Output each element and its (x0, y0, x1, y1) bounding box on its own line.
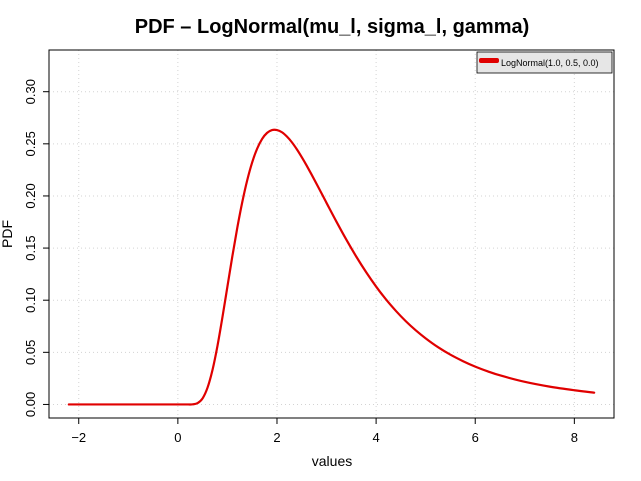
x-axis-label: values (312, 453, 352, 469)
y-axis-label: PDF (0, 220, 15, 248)
plot-frame (48, 49, 615, 419)
y-tick-label: 0.20 (23, 183, 38, 208)
chart-title: PDF – LogNormal(mu_l, sigma_l, gamma) (135, 16, 530, 38)
x-tick-label: 0 (174, 430, 181, 445)
legend-label: LogNormal(1.0, 0.5, 0.0) (501, 58, 599, 68)
x-axis: −2 0 2 4 6 8 (71, 418, 578, 445)
y-tick-label: 0.10 (23, 288, 38, 313)
legend-box (476, 51, 613, 74)
x-tick-label: 8 (571, 430, 578, 445)
y-tick-label: 0.15 (23, 235, 38, 260)
y-tick-label: 0.30 (23, 79, 38, 104)
x-tick-label: 6 (472, 430, 479, 445)
x-tick-label: −2 (71, 430, 86, 445)
x-tick-label: 2 (273, 430, 280, 445)
y-tick-label: 0.25 (23, 131, 38, 156)
grid (49, 50, 614, 418)
y-tick-label: 0.05 (23, 340, 38, 365)
y-tick-label: 0.00 (23, 392, 38, 417)
legend: LogNormal(1.0, 0.5, 0.0) (476, 51, 613, 74)
y-axis: 0.00 0.05 0.10 0.15 0.20 0.25 0.30 (23, 79, 49, 417)
series-line (67, 128, 596, 406)
x-tick-label: 4 (372, 430, 379, 445)
legend-swatch (479, 58, 499, 63)
series-layer (67, 128, 596, 406)
